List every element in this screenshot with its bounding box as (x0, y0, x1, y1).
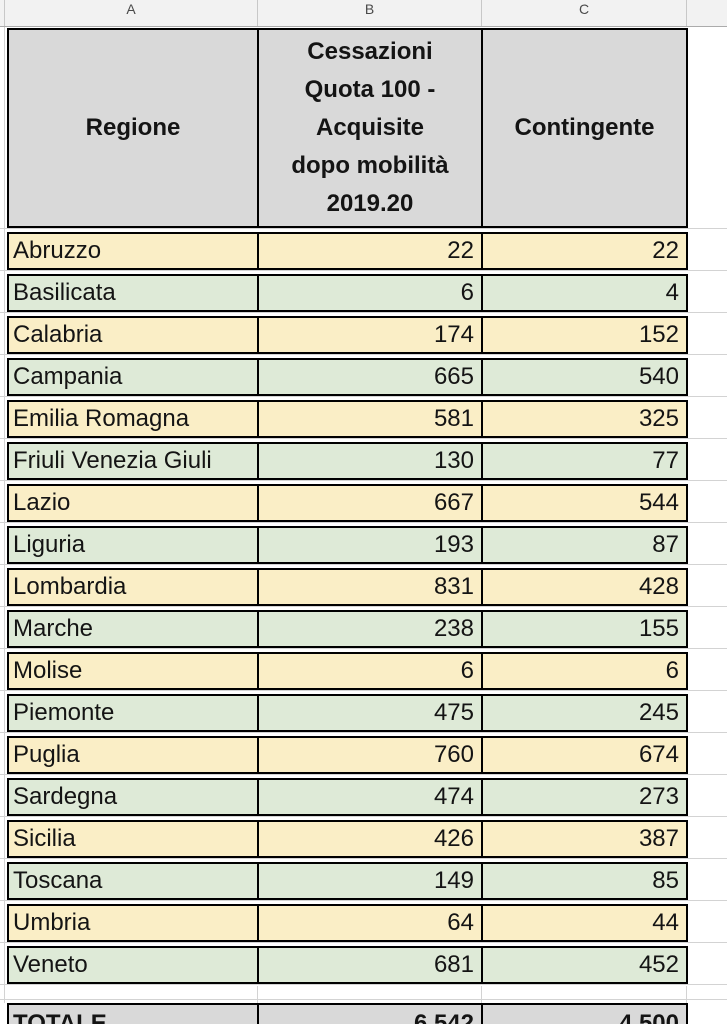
cessazioni-cell[interactable]: 581 (257, 400, 483, 438)
region-cell[interactable]: Molise (7, 652, 259, 690)
cessazioni-cell[interactable]: 64 (257, 904, 483, 942)
cessazioni-cell[interactable]: 475 (257, 694, 483, 732)
contingente-cell[interactable]: 22 (481, 232, 688, 270)
total-row: TOTALE 6.542 4.500 (7, 1003, 688, 1024)
table-row: Veneto 681 452 (7, 946, 688, 984)
contingente-cell[interactable]: 155 (481, 610, 688, 648)
spacer-gridline-d (686, 986, 687, 1003)
strip-divider (4, 0, 5, 26)
cessazioni-cell[interactable]: 130 (257, 442, 483, 480)
table-row: Liguria 193 87 (7, 526, 688, 564)
contingente-cell[interactable]: 428 (481, 568, 688, 606)
region-cell[interactable]: Emilia Romagna (7, 400, 259, 438)
cessazioni-cell[interactable]: 665 (257, 358, 483, 396)
table-row: Friuli Venezia Giuli 130 77 (7, 442, 688, 480)
table-row: Piemonte 475 245 (7, 694, 688, 732)
cessazioni-cell[interactable]: 831 (257, 568, 483, 606)
cessazioni-cell[interactable]: 22 (257, 232, 483, 270)
region-cell[interactable]: Sicilia (7, 820, 259, 858)
region-cell[interactable]: Veneto (7, 946, 259, 984)
contingente-cell[interactable]: 273 (481, 778, 688, 816)
table-row: Abruzzo 22 22 (7, 232, 688, 270)
table-row: Lazio 667 544 (7, 484, 688, 522)
table-row: Basilicata 6 4 (7, 274, 688, 312)
total-contingente-cell[interactable]: 4.500 (481, 1003, 688, 1024)
table-row: Emilia Romagna 581 325 (7, 400, 688, 438)
contingente-cell[interactable]: 4 (481, 274, 688, 312)
data-rows: Abruzzo 22 22 Basilicata 6 4 Calabria 17… (7, 232, 688, 984)
contingente-cell[interactable]: 325 (481, 400, 688, 438)
column-header-b[interactable]: B (364, 1, 375, 17)
total-label-cell[interactable]: TOTALE (7, 1003, 259, 1024)
column-letter-strip: A B C (0, 0, 727, 27)
strip-divider (257, 0, 258, 26)
cessazioni-cell[interactable]: 6 (257, 652, 483, 690)
contingente-cell[interactable]: 452 (481, 946, 688, 984)
cessazioni-cell[interactable]: 474 (257, 778, 483, 816)
cessazioni-cell[interactable]: 174 (257, 316, 483, 354)
column-header-c[interactable]: C (578, 1, 590, 17)
cessazioni-cell[interactable]: 6 (257, 274, 483, 312)
table-row: Sardegna 474 273 (7, 778, 688, 816)
region-cell[interactable]: Friuli Venezia Giuli (7, 442, 259, 480)
header-cell-contingente[interactable]: Contingente (481, 28, 688, 228)
table-header-row: Regione Cessazioni Quota 100 - Acquisite… (7, 28, 688, 228)
contingente-cell[interactable]: 540 (481, 358, 688, 396)
region-cell[interactable]: Puglia (7, 736, 259, 774)
table-row: Toscana 149 85 (7, 862, 688, 900)
table-row: Campania 665 540 (7, 358, 688, 396)
region-cell[interactable]: Umbria (7, 904, 259, 942)
cessazioni-cell[interactable]: 681 (257, 946, 483, 984)
contingente-cell[interactable]: 387 (481, 820, 688, 858)
table-row: Puglia 760 674 (7, 736, 688, 774)
table-row: Lombardia 831 428 (7, 568, 688, 606)
region-cell[interactable]: Abruzzo (7, 232, 259, 270)
region-cell[interactable]: Lombardia (7, 568, 259, 606)
region-cell[interactable]: Lazio (7, 484, 259, 522)
cessazioni-cell[interactable]: 426 (257, 820, 483, 858)
contingente-cell[interactable]: 674 (481, 736, 688, 774)
table-row: Umbria 64 44 (7, 904, 688, 942)
region-cell[interactable]: Sardegna (7, 778, 259, 816)
table-row: Sicilia 426 387 (7, 820, 688, 858)
contingente-cell[interactable]: 87 (481, 526, 688, 564)
strip-divider (686, 0, 687, 26)
region-cell[interactable]: Toscana (7, 862, 259, 900)
contingente-cell[interactable]: 85 (481, 862, 688, 900)
contingente-cell[interactable]: 6 (481, 652, 688, 690)
left-gutter-gridline (4, 27, 5, 1003)
spacer-gridline-b (257, 986, 258, 1003)
contingente-cell[interactable]: 77 (481, 442, 688, 480)
spacer-gridline-c (481, 986, 482, 1003)
region-cell[interactable]: Campania (7, 358, 259, 396)
table-row: Calabria 174 152 (7, 316, 688, 354)
contingente-cell[interactable]: 44 (481, 904, 688, 942)
region-cell[interactable]: Basilicata (7, 274, 259, 312)
column-header-a[interactable]: A (126, 1, 136, 17)
header-cell-cessazioni[interactable]: Cessazioni Quota 100 - Acquisite dopo mo… (257, 28, 483, 228)
contingente-cell[interactable]: 152 (481, 316, 688, 354)
header-cell-regione[interactable]: Regione (7, 28, 259, 228)
region-cell[interactable]: Piemonte (7, 694, 259, 732)
cessazioni-cell[interactable]: 149 (257, 862, 483, 900)
cessazioni-cell[interactable]: 760 (257, 736, 483, 774)
strip-divider (481, 0, 482, 26)
region-cell[interactable]: Marche (7, 610, 259, 648)
cessazioni-cell[interactable]: 238 (257, 610, 483, 648)
table-row: Molise 6 6 (7, 652, 688, 690)
contingente-cell[interactable]: 544 (481, 484, 688, 522)
cessazioni-cell[interactable]: 193 (257, 526, 483, 564)
cessazioni-cell[interactable]: 667 (257, 484, 483, 522)
gridline-above-total (0, 999, 727, 1000)
region-cell[interactable]: Liguria (7, 526, 259, 564)
table-row: Marche 238 155 (7, 610, 688, 648)
region-cell[interactable]: Calabria (7, 316, 259, 354)
contingente-cell[interactable]: 245 (481, 694, 688, 732)
total-cessazioni-cell[interactable]: 6.542 (257, 1003, 483, 1024)
